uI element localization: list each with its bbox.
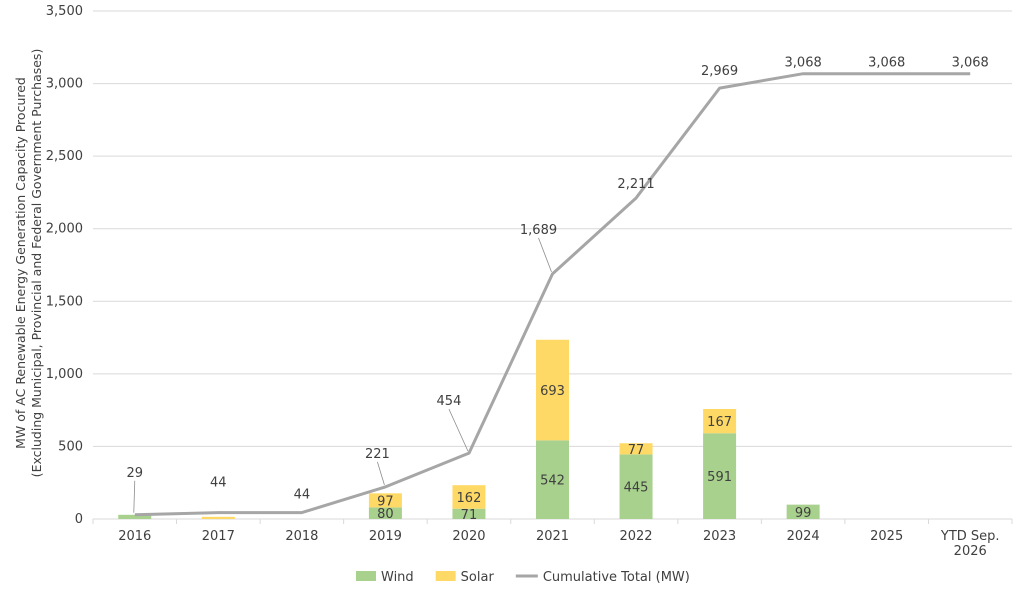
bar-data-label: 591: [707, 470, 732, 485]
cumulative-data-labels: 29 44 44 221 454 1,689 2,211 2,969 3,068 3,068 3,0…: [126, 56, 989, 513]
x-tick-label: 2017: [202, 529, 235, 544]
x-tick-label: 2023: [703, 529, 736, 544]
cumulative-label-leader: [538, 237, 552, 272]
bar-data-label: 71: [461, 508, 478, 523]
legend: Wind Solar Cumulative Total (MW): [356, 570, 690, 585]
cumulative-data-label: 3,068: [785, 56, 822, 71]
bar-data-label: 445: [624, 481, 649, 496]
legend-label: Solar: [461, 570, 495, 585]
y-tick-label: 3,500: [46, 4, 83, 19]
y-tick-label: 500: [58, 439, 83, 454]
bar-wind: [536, 440, 569, 519]
y-tick-label: 2,000: [46, 222, 83, 237]
bar-solar: [703, 408, 737, 434]
cumulative-label-leader: [377, 461, 385, 486]
x-tick-label: 2021: [536, 529, 569, 544]
x-tick-label: YTD Sep.: [940, 529, 1000, 544]
bar-data-label: 167: [707, 415, 732, 430]
x-tick-label: 2019: [369, 529, 402, 544]
cumulative-data-label: 2,211: [617, 177, 654, 192]
bar-solar: [452, 485, 486, 509]
cumulative-data-label: 3,068: [868, 56, 905, 71]
x-tick-label: 2025: [870, 529, 903, 544]
cumulative-data-label: 454: [437, 394, 462, 409]
gridlines: [93, 10, 1012, 520]
bar-data-label: 77: [628, 443, 645, 458]
bar-solar: [201, 516, 235, 519]
legend-label: Wind: [381, 570, 414, 585]
y-axis-ticks: 0 500 1,000 1,500 2,000 2,500 3,000 3,500: [46, 4, 83, 527]
bar-data-label: 542: [540, 474, 565, 489]
bar-wind: [619, 454, 653, 519]
stacked-bars: [118, 339, 820, 519]
y-axis-title-line1: MW of AC Renewable Energy Generation Cap…: [13, 77, 28, 449]
bar-wind: [786, 504, 820, 519]
x-tick-label: 2024: [787, 529, 820, 544]
cumulative-data-label: 29: [126, 466, 143, 481]
bar-data-label: 80: [377, 507, 394, 522]
bar-wind: [368, 507, 402, 519]
bar-data-label: 693: [540, 384, 565, 399]
bar-wind: [118, 514, 152, 519]
cumulative-data-label: 44: [210, 476, 227, 491]
cumulative-line-path: [134, 72, 971, 517]
bar-solar: [368, 493, 402, 508]
cumulative-line: [134, 72, 971, 517]
y-tick-label: 3,000: [46, 77, 83, 92]
y-tick-label: 2,500: [46, 149, 83, 164]
x-tick-label: 2022: [619, 529, 652, 544]
cumulative-label-leader: [133, 480, 136, 513]
cumulative-data-label: 1,689: [520, 223, 557, 238]
y-axis-title-line2: (Excluding Municipal, Provincial and Fed…: [29, 49, 44, 478]
bar-data-label: 162: [457, 491, 482, 506]
y-tick-label: 0: [75, 512, 83, 527]
y-tick-label: 1,500: [46, 294, 83, 309]
cumulative-data-label: 2,969: [701, 64, 738, 79]
cumulative-data-label: 221: [365, 447, 390, 462]
cumulative-data-label: 3,068: [952, 56, 989, 71]
bar-wind: [703, 433, 737, 519]
legend-swatch-wind: [356, 571, 376, 581]
legend-label: Cumulative Total (MW): [543, 570, 690, 585]
cumulative-label-leader: [448, 408, 469, 452]
x-tick-label: 2020: [452, 529, 485, 544]
legend-swatch-solar: [435, 571, 456, 581]
bar-solar: [619, 443, 653, 455]
cumulative-data-label: 44: [294, 488, 311, 503]
bar-solar: [536, 339, 569, 441]
bar-data-label: 99: [795, 506, 812, 521]
y-tick-label: 1,000: [46, 367, 83, 382]
x-axis-ticks: 2016 2017 2018 2019 2020 2021 2022 2023 2024 2025…: [92, 519, 1013, 559]
bar-wind: [452, 508, 486, 519]
x-tick-label: 2018: [285, 529, 318, 544]
y-axis-title: MW of AC Renewable Energy Generation Cap…: [13, 49, 44, 478]
x-tick-label: 2026: [954, 544, 987, 559]
bar-data-label: 97: [377, 494, 394, 509]
x-tick-label: 2016: [118, 529, 151, 544]
